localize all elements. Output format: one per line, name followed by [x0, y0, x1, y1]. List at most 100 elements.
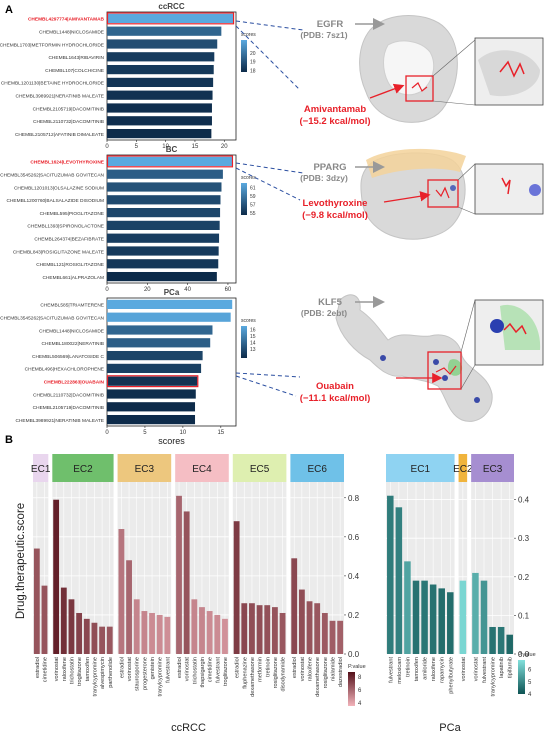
column-bar	[83, 618, 90, 654]
category-label: CHEMBL2105719|DACOMITINIB	[33, 405, 104, 411]
category-label: CHEMBL3989921|NERATINIB MALEATE	[15, 418, 104, 424]
bar	[107, 402, 196, 412]
column-bar	[480, 580, 488, 654]
column-bar	[222, 618, 228, 654]
category-label: vorinostat	[185, 657, 191, 682]
binding-energy: (−15.2 kcal/mol)	[299, 116, 370, 127]
category-label: CHEMBL661|ALPRAZOLAM	[43, 275, 105, 281]
facet-label: EC1	[31, 464, 51, 475]
highlight-box	[106, 155, 234, 168]
category-label: CHEMBL2105712|AFATINIB DIMALEATE	[15, 132, 104, 138]
y-tick-label: 0.0	[348, 650, 360, 659]
color-legend: scores 61 59 57 55	[241, 175, 256, 217]
x-tick-label: 0	[105, 144, 109, 150]
category-label: raloxifene	[431, 657, 437, 681]
legend-tick: 4	[358, 701, 362, 707]
facet-group: EC1 estradiol cimetidine	[31, 454, 51, 682]
bar	[107, 220, 220, 231]
category-label: CHEMBL2110732|DACOMITINIB	[33, 119, 104, 125]
category-label: tretinoin	[265, 657, 271, 677]
category-label: CHEMBL264374|BEZAFIBRATE	[34, 237, 104, 243]
category-label: CHEMBL222863|OUABAIN	[44, 380, 105, 386]
category-label: fulvestrant	[482, 657, 488, 683]
column-bar	[256, 605, 263, 654]
legend-title: scores	[241, 175, 256, 181]
category-label: dazestradiol	[338, 657, 344, 687]
category-label: CHEMBL121|ROSIGLITAZONE	[36, 262, 104, 268]
facet-label: EC3	[135, 464, 155, 475]
panel-label-b: B	[5, 434, 13, 446]
column-bar	[489, 626, 496, 654]
zoom-connector	[457, 206, 476, 215]
bar	[107, 39, 218, 49]
category-label: nialamide	[331, 657, 337, 681]
legend-tick: 16	[250, 327, 256, 333]
column-bar	[133, 599, 140, 654]
y-tick-label: 0.4	[348, 572, 360, 581]
facet-group: EC2 vorinostat raloxifene trichostatin trogl…	[52, 454, 114, 696]
category-label: cimetidine	[208, 657, 214, 682]
panel-a-bar-charts: ccRCC CHEMBL4297774|AMIVANTAMAB CHEMBL1448…	[0, 2, 256, 446]
protein-structures	[335, 15, 544, 422]
category-label: vorinostat	[300, 657, 306, 682]
column-bar	[438, 588, 445, 654]
bar	[107, 259, 219, 269]
x-tick-label: 20	[144, 287, 151, 293]
legend-tick: 14	[250, 340, 256, 346]
bar	[107, 207, 221, 218]
x-tick-label: 10	[180, 430, 187, 436]
legend-tick: 5	[528, 680, 532, 686]
panel-label-a: A	[5, 4, 13, 16]
bar	[107, 350, 203, 361]
arrow-right-icon	[383, 191, 431, 203]
legend-tick: 6	[528, 668, 532, 674]
x-tick-label: 15	[217, 430, 224, 436]
category-label: rosiglitazone	[323, 657, 329, 688]
zoom-connector	[460, 364, 476, 390]
bar	[107, 246, 219, 256]
category-label: CHEMBL585|TRIAMTERENE	[40, 303, 104, 309]
category-label: CHEMBL1703|METFORMIN HYDROCHLORIDE	[0, 42, 104, 48]
category-label: disodynamide	[281, 657, 287, 692]
bar	[107, 389, 196, 399]
bar	[107, 299, 233, 310]
legend-title: scores	[241, 318, 256, 324]
connector-line	[235, 372, 301, 378]
category-label: estradiol	[235, 657, 241, 678]
column-bar	[53, 499, 60, 654]
hbar-chart-0: ccRCC CHEMBL4297774|AMIVANTAMAB CHEMBL1448…	[0, 2, 256, 150]
column-bar	[191, 599, 198, 654]
column-bar	[233, 521, 240, 654]
legend-title: scores	[241, 32, 256, 38]
legend-colorbar	[241, 326, 247, 358]
category-label: thapsigargin	[200, 657, 206, 687]
facet-group: EC1 fulvestrant meloxicam tretinoin tamoxife…	[386, 454, 455, 694]
egfr-structure-image	[359, 15, 458, 123]
y-axis-label: Drug.therapeutic.score	[15, 503, 27, 619]
category-label: CHEMBL4297774|AMIVANTAMAB	[28, 17, 105, 23]
facet-group: EC5 estradiol fluphenazine dexamethasone met…	[232, 454, 287, 697]
category-label: troglitazone	[77, 657, 83, 686]
category-label: CHEMBL1448|NICLOSAMIDE	[39, 30, 104, 36]
category-label: CHEMBL1643|RIBAVIRIN	[48, 55, 104, 61]
category-label: trichostatin	[69, 657, 75, 684]
category-label: CHEMBL1201130|BETAINE HYDROCHLORIDE	[1, 81, 104, 87]
facet-group: EC3 vorinostat fulvestrant tranylcypromine l…	[471, 454, 514, 696]
x-tick-label: 60	[225, 287, 232, 293]
category-label: CHEMBL3545262|SACITUZUMAB GOVITECAN	[0, 316, 104, 322]
column-bar	[314, 603, 321, 654]
facet-label: EC1	[411, 464, 431, 475]
y-tick-label: 0.2	[518, 573, 530, 582]
legend-tick: 4	[528, 692, 532, 698]
column-bar	[68, 599, 75, 654]
category-label: tretinoin	[405, 657, 411, 677]
legend-tick: 61	[250, 185, 256, 191]
column-bar	[156, 614, 163, 654]
category-label: amiloride	[423, 657, 429, 680]
category-label: estradiol	[35, 657, 41, 678]
category-label: estradiol	[292, 657, 298, 678]
